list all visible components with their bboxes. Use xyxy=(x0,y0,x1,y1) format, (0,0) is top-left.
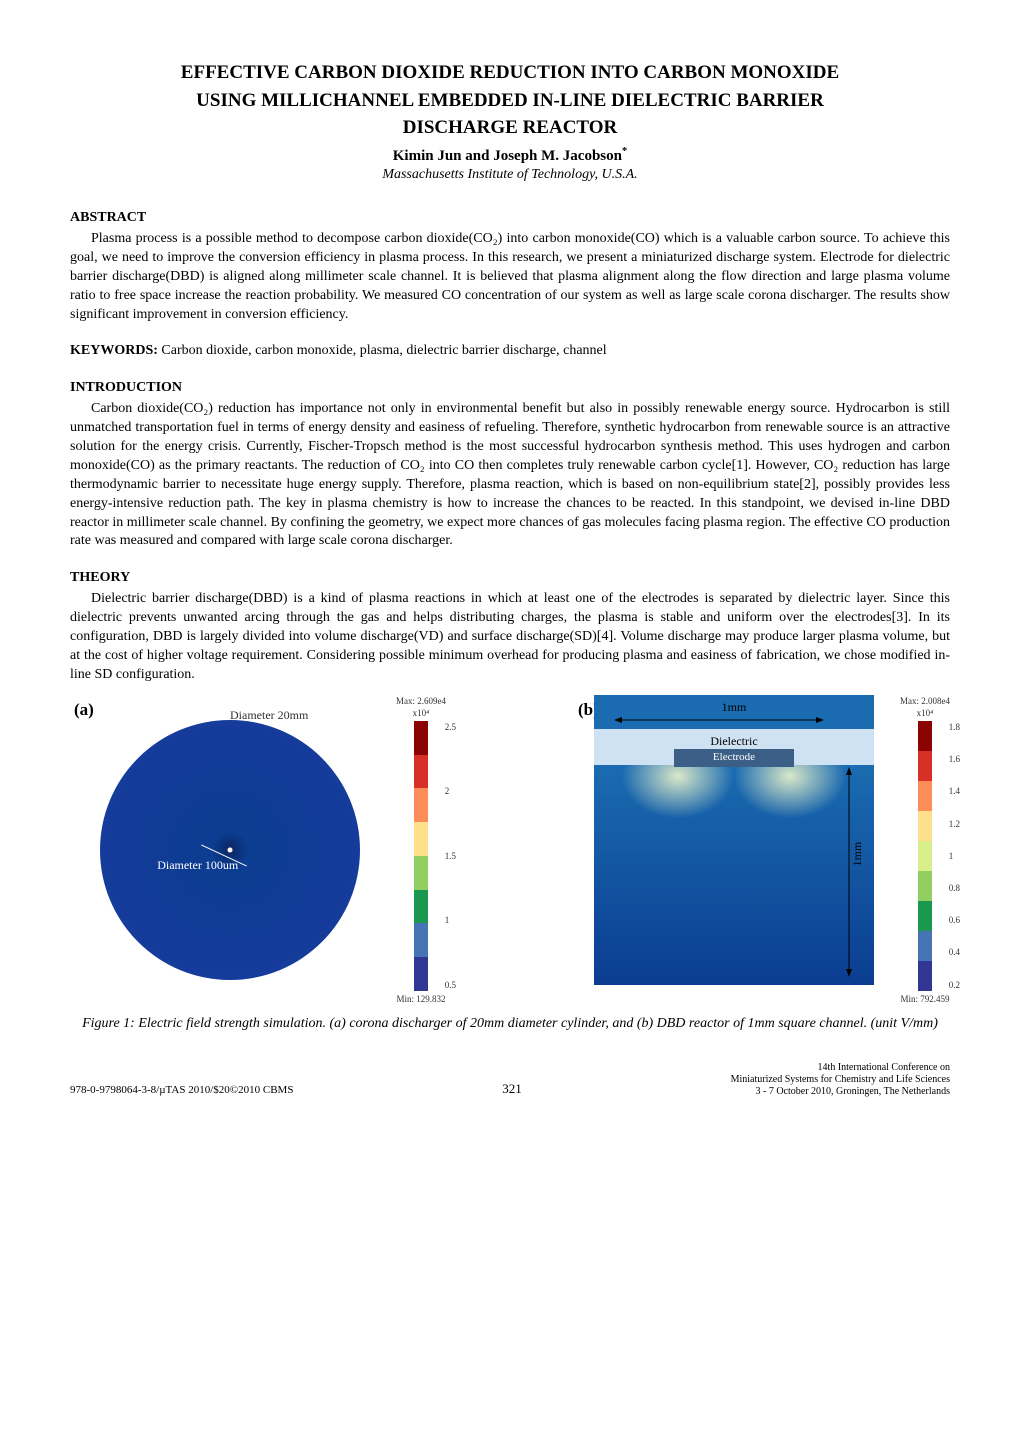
figure-1-caption: Figure 1: Electric field strength simula… xyxy=(70,1015,950,1034)
theory-heading: THEORY xyxy=(70,569,950,588)
footer-r2: Miniaturized Systems for Chemistry and L… xyxy=(731,1074,950,1086)
figure-panel-b: (b) 1mm Dielectric Electrode xyxy=(574,695,950,1005)
panel-b-chart: 1mm Dielectric Electrode xyxy=(574,695,894,1005)
center-diameter-label: Diameter 100um xyxy=(157,857,238,873)
footer-r1: 14th International Conference on xyxy=(731,1062,950,1074)
panel-a-colorbar: Max: 2.609e4 x10⁴ 2.521.510.5 Min: 129.8… xyxy=(396,695,446,1005)
colorbar-b-ticks: 1.81.61.41.210.80.60.40.2 xyxy=(949,721,960,991)
paper-title-3: DISCHARGE REACTOR xyxy=(70,115,950,141)
footer-left: 978-0-9798064-3-8/µTAS 2010/$20©2010 CBM… xyxy=(70,1083,293,1098)
panel-a-chart: Diameter 20mm Diameter 100um xyxy=(70,695,390,1005)
dbd-arrow-v xyxy=(846,767,852,977)
page-footer: 978-0-9798064-3-8/µTAS 2010/$20©2010 CBM… xyxy=(70,1062,950,1098)
dbd-dielectric-label: Dielectric xyxy=(710,733,757,749)
cb-a-unit: x10⁴ xyxy=(413,707,430,719)
abstract-heading: ABSTRACT xyxy=(70,209,950,228)
paper-title-2: USING MILLICHANNEL EMBEDDED IN-LINE DIEL… xyxy=(70,88,950,114)
cb-a-max: Max: 2.609e4 xyxy=(396,695,446,707)
figure-1: (a) Diameter 20mm Diameter 100um Max: 2.… xyxy=(70,695,950,1034)
introduction-heading: INTRODUCTION xyxy=(70,379,950,398)
panel-b-colorbar: Max: 2.008e4 x10⁴ 1.81.61.41.210.80.60.4… xyxy=(900,695,950,1005)
keywords-line: KEYWORDS: Carbon dioxide, carbon monoxid… xyxy=(70,342,950,361)
abstract-text: Plasma process is a possible method to d… xyxy=(70,230,950,324)
colorbar-a-bar: 2.521.510.5 xyxy=(414,721,428,991)
figure-panel-a: (a) Diameter 20mm Diameter 100um Max: 2.… xyxy=(70,695,446,1005)
corona-circle: Diameter 100um xyxy=(100,720,360,980)
dbd-top-dim: 1mm xyxy=(722,699,747,715)
keywords-label: KEYWORDS: xyxy=(70,343,158,358)
colorbar-a-ticks: 2.521.510.5 xyxy=(445,721,456,991)
dbd-arrow-h xyxy=(614,717,824,723)
affiliation: Massachusetts Institute of Technology, U… xyxy=(70,166,950,185)
keywords-text: Carbon dioxide, carbon monoxide, plasma,… xyxy=(158,343,607,358)
authors: Kimin Jun and Joseph M. Jacobson* xyxy=(70,145,950,166)
center-dot xyxy=(228,847,233,852)
cb-b-max: Max: 2.008e4 xyxy=(900,695,950,707)
footer-r3: 3 - 7 October 2010, Groningen, The Nethe… xyxy=(731,1086,950,1098)
footer-page-number: 321 xyxy=(502,1080,522,1098)
paper-title-1: EFFECTIVE CARBON DIOXIDE REDUCTION INTO … xyxy=(70,60,950,86)
dbd-electrode-label: Electrode xyxy=(713,750,755,765)
figure-row: (a) Diameter 20mm Diameter 100um Max: 2.… xyxy=(70,695,950,1005)
cb-b-min: Min: 792.459 xyxy=(900,993,949,1005)
introduction-text: Carbon dioxide(CO₂) reduction has import… xyxy=(70,400,950,551)
authors-text: Kimin Jun and Joseph M. Jacobson xyxy=(393,148,622,164)
dbd-electrode: Electrode xyxy=(674,749,794,767)
cb-b-unit: x10⁴ xyxy=(917,707,934,719)
dbd-side-dim: 1mm xyxy=(850,842,866,867)
author-sup: * xyxy=(622,146,627,157)
theory-text: Dielectric barrier discharge(DBD) is a k… xyxy=(70,590,950,684)
dbd-box: 1mm Dielectric Electrode xyxy=(594,695,874,985)
cb-a-min: Min: 129.832 xyxy=(396,993,445,1005)
colorbar-b-bar: 1.81.61.41.210.80.60.40.2 xyxy=(918,721,932,991)
footer-right: 14th International Conference on Miniatu… xyxy=(731,1062,950,1098)
